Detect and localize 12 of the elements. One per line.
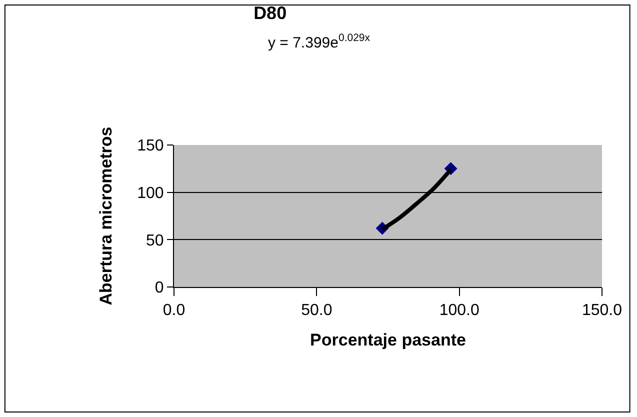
y-tick-label: 100 <box>137 184 164 202</box>
text: y = 7.399e$^{0.029x}$ <box>268 32 371 52</box>
y-tick-label: 150 <box>137 138 164 155</box>
x-tick-label: 100.0 <box>439 302 480 320</box>
x-tick-label: 150.0 <box>582 302 622 320</box>
x-tick-label: 0.0 <box>162 302 186 320</box>
y-tick-label: 50 <box>146 232 164 250</box>
y-axis-title: Abertura micrometros <box>96 126 116 306</box>
x-axis-title: Porcentaje pasante <box>310 330 466 350</box>
x-tick-label: 50.0 <box>301 302 332 320</box>
y-tick-label: 0 <box>154 280 164 297</box>
chart-title: D80 <box>254 2 287 23</box>
